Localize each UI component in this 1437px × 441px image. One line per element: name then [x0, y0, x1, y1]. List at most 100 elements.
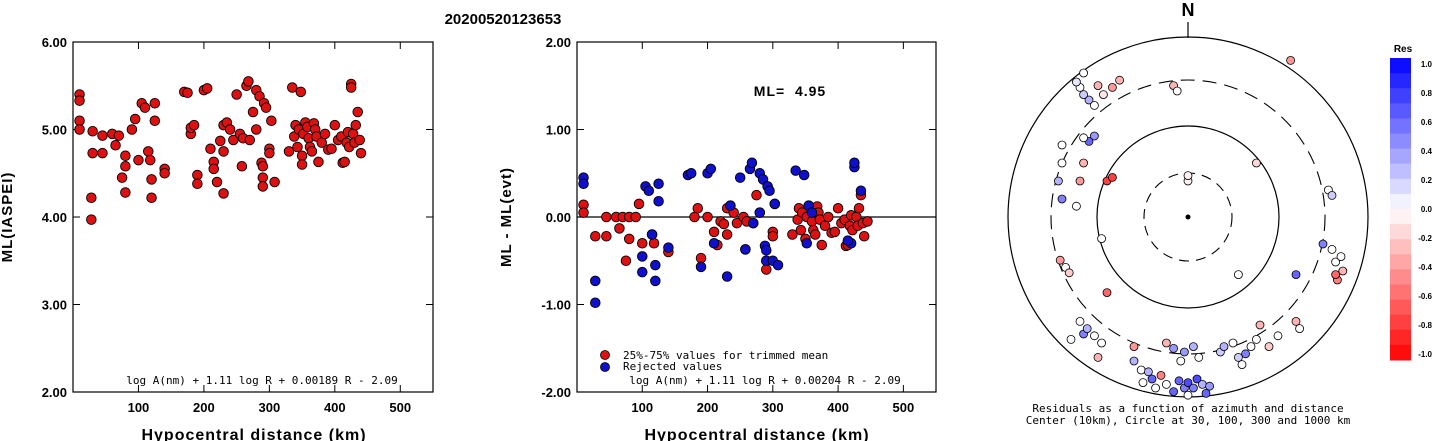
- colorbar-tick-label: 0.0: [1421, 205, 1433, 214]
- polar-station-marker: [1079, 90, 1088, 99]
- middle-point-blue: [721, 271, 733, 282]
- legend-blue-label: Rejected values: [623, 360, 722, 373]
- left-point-red: [116, 172, 128, 183]
- polar-station-marker: [1064, 268, 1074, 278]
- ml-annotation: ML= 4.95: [754, 83, 826, 99]
- middle-x-axis-label: Hypocentral distance (km): [644, 427, 869, 441]
- middle-point-red: [787, 229, 798, 240]
- colorbar-cell: [1390, 224, 1411, 240]
- left-point-red: [126, 124, 138, 135]
- left-point-red: [201, 83, 213, 94]
- polar-station-marker: [1169, 343, 1178, 353]
- left-point-red: [326, 143, 337, 154]
- middle-point-red: [862, 216, 873, 227]
- left-point-red: [354, 134, 365, 146]
- middle-point-red: [708, 226, 720, 238]
- left-point-red: [192, 178, 203, 189]
- colorbar-tick-label: -0.2: [1418, 234, 1432, 243]
- middle-ytick-label: -1.00: [541, 298, 571, 313]
- left-point-red: [120, 187, 131, 198]
- left-point-red: [97, 147, 108, 159]
- polar-station-marker: [1147, 374, 1157, 384]
- left-point-red: [319, 128, 331, 140]
- left-point-red: [208, 163, 219, 175]
- polar-station-marker: [1176, 356, 1186, 366]
- left-point-red: [215, 135, 226, 147]
- polar-station-marker: [1108, 83, 1117, 92]
- middle-point-blue: [637, 266, 648, 278]
- left-point-red: [352, 106, 363, 118]
- left-point-red: [296, 159, 308, 170]
- left-point-red: [87, 147, 98, 159]
- left-point-red: [87, 125, 98, 137]
- colorbar-cell: [1390, 148, 1411, 165]
- polar-station-marker: [1291, 316, 1301, 326]
- middle-point-red: [731, 217, 743, 229]
- polar-caption-line1: Residuals as a function of azimuth and d…: [1032, 402, 1343, 415]
- polar-station-marker: [1084, 95, 1094, 105]
- polar-station-marker: [1079, 68, 1088, 78]
- middle-xtick-label: 200: [697, 400, 719, 415]
- middle-ytick-label: 1.00: [546, 123, 571, 138]
- polar-station-marker: [1273, 331, 1283, 341]
- left-point-red: [269, 176, 280, 188]
- left-point-red: [231, 89, 242, 100]
- polar-station-marker: [1093, 352, 1103, 362]
- polar-station-marker: [1219, 342, 1229, 352]
- middle-point-red: [623, 233, 635, 245]
- legend-red-marker: [600, 350, 610, 360]
- left-point-red: [296, 150, 308, 161]
- colorbar-cell: [1390, 239, 1411, 255]
- polar-station-marker: [1099, 90, 1108, 99]
- residual-colorbar: Res 1.0 0.8 0.6 0.4 0.2 0.0 -0.2 -0.4 -0.6 -0.8 -1…: [1390, 44, 1433, 361]
- middle-point-red: [761, 264, 772, 275]
- colorbar-tick-label: 0.4: [1421, 147, 1433, 156]
- left-point-red: [192, 169, 203, 181]
- polar-station-marker: [1331, 270, 1340, 280]
- polar-station-marker: [1097, 338, 1106, 348]
- polar-station-marker: [1201, 388, 1211, 398]
- polar-station-marker: [1129, 342, 1139, 352]
- left-point-red: [257, 172, 269, 183]
- polar-station-marker: [1183, 171, 1193, 181]
- colorbar-cell: [1390, 193, 1411, 210]
- colorbar-cell: [1390, 329, 1411, 346]
- middle-point-blue: [708, 237, 720, 249]
- left-chart: 2.00 3.00 4.00 5.00 6.00 100 200 300 400 500 Hyp…: [0, 35, 434, 441]
- polar-station-marker: [1079, 158, 1088, 168]
- polar-station-marker: [1072, 201, 1081, 211]
- left-xtick-label: 300: [259, 400, 281, 415]
- middle-point-red: [633, 198, 645, 210]
- left-point-red: [247, 106, 259, 118]
- colorbar-tick-label: 0.2: [1421, 176, 1433, 185]
- epicenter-dot: [1185, 214, 1191, 220]
- middle-point-blue: [725, 200, 736, 211]
- left-point-red: [149, 97, 161, 109]
- middle-point-red: [637, 237, 648, 249]
- left-point-red: [243, 76, 254, 87]
- left-point-red: [260, 102, 272, 113]
- polar-station-marker: [1156, 370, 1166, 380]
- polar-station-marker: [1183, 378, 1193, 388]
- left-point-red: [355, 147, 367, 159]
- middle-y-axis-label: ML - ML(evt): [498, 167, 515, 267]
- left-point-red: [345, 82, 357, 93]
- colorbar-cell: [1390, 284, 1411, 301]
- polar-station-marker: [1189, 342, 1198, 352]
- circle-300km: [1050, 79, 1326, 355]
- left-xtick-label: 400: [324, 400, 346, 415]
- polar-station-marker: [1234, 352, 1243, 362]
- middle-point-blue: [646, 229, 658, 240]
- colorbar-cell: [1390, 58, 1411, 74]
- legend-blue-marker: [600, 362, 610, 372]
- left-point-red: [205, 143, 216, 154]
- middle-point-blue: [746, 157, 758, 168]
- middle-point-blue: [650, 275, 661, 287]
- left-point-red: [251, 124, 262, 135]
- left-point-red: [143, 146, 154, 157]
- middle-point-red: [692, 202, 704, 214]
- colorbar-cell: [1390, 269, 1411, 285]
- middle-point-red: [718, 218, 730, 230]
- middle-point-blue: [849, 157, 860, 168]
- polar-station-marker: [1205, 381, 1214, 391]
